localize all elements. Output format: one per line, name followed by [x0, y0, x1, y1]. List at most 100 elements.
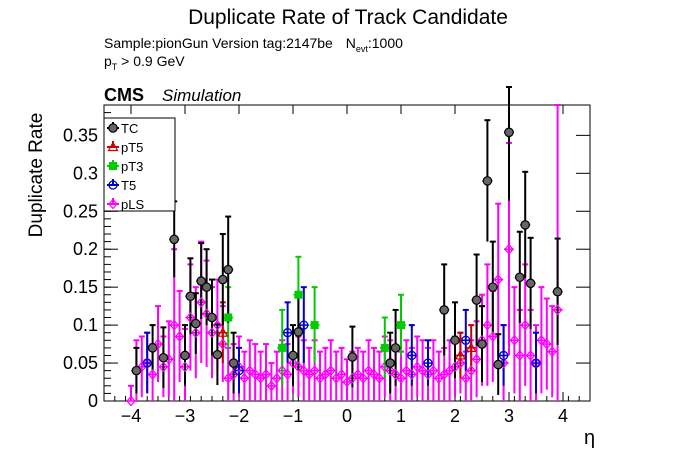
pls-point	[455, 357, 466, 369]
tc-point	[169, 234, 179, 245]
x-tick-label: 3	[504, 406, 514, 426]
tc-point	[450, 335, 460, 346]
pls-point	[547, 346, 558, 358]
tc-point	[191, 318, 201, 329]
legend-pls-marker	[108, 198, 118, 210]
y-tick-label: 0.15	[63, 277, 98, 297]
pls-point	[147, 369, 158, 380]
y-tick-label: 0	[88, 391, 98, 411]
pls-point	[185, 312, 196, 323]
pt3-point	[380, 343, 389, 352]
x-tick-label: −2	[229, 406, 250, 426]
pls-point	[266, 380, 277, 392]
pls-point	[369, 369, 379, 380]
x-tick-label: −4	[121, 406, 142, 426]
pls-point	[293, 361, 304, 373]
pls-point	[428, 365, 439, 377]
tc-point	[552, 286, 563, 297]
y-tick-label: 0.35	[63, 125, 98, 145]
x-tick-label: 1	[396, 406, 406, 426]
pls-point	[201, 308, 212, 320]
t5-point	[142, 358, 152, 368]
tc-point	[293, 327, 304, 337]
pls-point	[336, 369, 347, 380]
t5-point	[282, 328, 293, 338]
x-axis-label: η	[584, 427, 595, 449]
pls-point	[401, 365, 412, 377]
pls-point	[406, 369, 417, 380]
pls-point	[396, 372, 406, 384]
tc-point	[525, 278, 536, 289]
pls-point	[358, 372, 369, 384]
pls-point	[239, 372, 250, 384]
pls-point	[466, 365, 477, 377]
pls-point	[207, 327, 217, 339]
pls-point	[190, 327, 201, 339]
pls-point	[174, 331, 185, 342]
tc-point	[439, 305, 449, 315]
tc-point	[288, 350, 298, 361]
pls-point	[374, 372, 385, 384]
y-tick-label: 0.2	[73, 239, 98, 259]
pls-point	[217, 338, 228, 350]
legend: TC pT5 pT3 T5 pLS	[103, 117, 176, 212]
pls-point	[282, 369, 293, 380]
tc-point	[504, 127, 514, 138]
pls-point	[325, 365, 336, 377]
pls-point	[504, 243, 514, 255]
pt5-point	[465, 342, 477, 352]
pt5-point	[217, 326, 229, 337]
pls-point	[417, 365, 428, 377]
cms-label: CMS	[104, 85, 144, 105]
tc-point	[207, 312, 217, 323]
pls-point	[153, 338, 163, 350]
y-axis-label: Duplicate Rate	[26, 113, 47, 238]
pls-point	[261, 369, 271, 380]
pls-point	[390, 369, 401, 380]
pls-point	[244, 365, 255, 377]
pt5-point	[454, 349, 466, 360]
pt3-point	[294, 290, 303, 299]
tc-point	[158, 352, 169, 363]
y-tick-label: 0.05	[63, 353, 98, 373]
pls-point	[250, 369, 261, 380]
tc-point	[218, 274, 228, 285]
pls-point	[509, 334, 520, 346]
t5-point	[461, 335, 471, 345]
y-tick-label: 0.25	[63, 201, 98, 221]
pls-point	[541, 338, 552, 350]
data-markers-group	[126, 127, 563, 407]
tc-point	[520, 220, 530, 230]
legend-tc-label: TC	[121, 121, 138, 136]
info-sample-line: Sample:pionGun Version tag:2147be Nevt:1…	[104, 35, 403, 54]
pls-point	[525, 350, 536, 361]
x-tick-label: 0	[342, 406, 352, 426]
y-tick-label: 0.3	[73, 163, 98, 183]
pls-point	[520, 319, 531, 331]
pls-point	[385, 365, 396, 377]
pls-point	[536, 334, 547, 346]
info-pt-cut: pT > 0.9 GeV	[104, 53, 185, 72]
x-tick-label: −1	[283, 406, 304, 426]
pt3-point	[397, 321, 405, 330]
y-tick-label: 0.1	[73, 315, 98, 335]
pls-point	[212, 319, 223, 331]
pls-point	[277, 365, 288, 377]
pls-point	[126, 395, 136, 407]
t5-point	[498, 350, 509, 361]
tc-point	[487, 282, 498, 292]
pls-point	[169, 319, 180, 331]
legend-pls-label: pLS	[121, 197, 144, 212]
chart-title: Duplicate Rate of Track Candidate	[188, 6, 508, 29]
pls-point	[298, 365, 309, 377]
t5-point	[423, 358, 433, 368]
tc-point	[196, 276, 206, 286]
tc-point	[228, 358, 239, 368]
tc-point	[131, 365, 142, 376]
tc-point	[514, 272, 525, 283]
tc-point	[493, 359, 503, 370]
pls-point	[412, 361, 423, 373]
cms-simulation-label: Simulation	[162, 86, 241, 105]
t5-point	[299, 320, 309, 330]
pls-point	[493, 274, 504, 285]
